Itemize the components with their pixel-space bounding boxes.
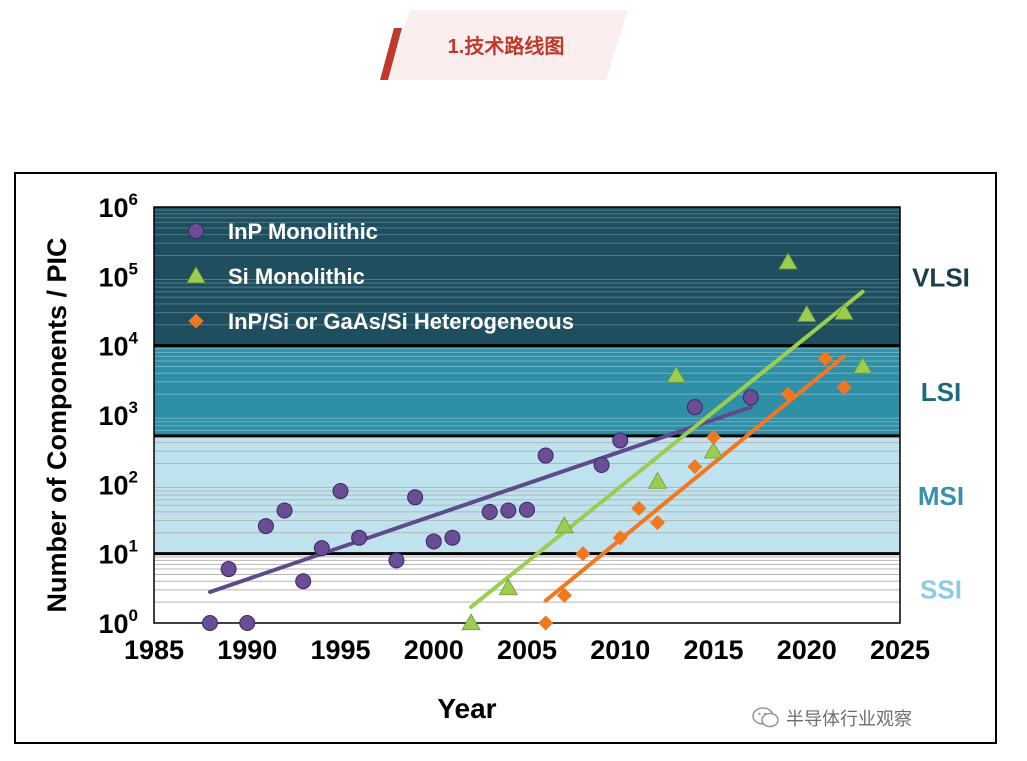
data-point: [481, 503, 498, 520]
data-point: [742, 389, 759, 406]
chart-frame: 1985 1990 1995 2000 2005 2010 2015 2020 2025 100 1…: [14, 172, 997, 744]
watermark-text: 半导体行业观察: [786, 709, 912, 730]
band-ssi: [154, 553, 900, 623]
data-point: [556, 587, 572, 603]
data-point: [612, 432, 629, 449]
y-tick-label: 102: [98, 467, 138, 500]
plot-border: [153, 206, 901, 624]
axes: 1985 1990 1995 2000 2005 2010 2015 2020 2025 100 1…: [42, 190, 930, 724]
x-tick-label: 2015: [683, 635, 743, 665]
data-point: [220, 561, 237, 578]
data-point: [778, 252, 798, 270]
y-tick-label: 106: [98, 190, 138, 223]
data-point: [706, 429, 721, 445]
x-tick-label: 2010: [590, 635, 650, 665]
data-point: [295, 573, 312, 590]
region-labels: SSI MSI LSI VLSI: [912, 262, 970, 604]
wechat-icon: [752, 707, 779, 728]
legend-marker: [188, 313, 204, 329]
data-point: [780, 386, 796, 402]
data-point: [817, 351, 833, 367]
x-tick-label: 1985: [124, 635, 184, 665]
data-point: [444, 529, 461, 546]
data-point: [313, 540, 330, 557]
y-tick-label: 100: [98, 606, 138, 639]
y-tick-label: 105: [98, 259, 138, 292]
legend-label: Si Monolithic: [228, 264, 365, 289]
y-tick-label: 104: [98, 329, 138, 362]
data-point: [257, 518, 274, 535]
region-label-msi: MSI: [918, 481, 964, 511]
y-axis-label: Number of Components / PIC: [42, 237, 72, 612]
data-point: [351, 529, 368, 546]
watermark: 半导体行业观察: [752, 703, 912, 733]
data-point: [461, 613, 481, 631]
trend-line: [207, 405, 753, 594]
x-tick-label: 2005: [497, 635, 557, 665]
y-tick-label: 101: [98, 537, 138, 570]
data-point: [239, 615, 256, 631]
data-point: [332, 483, 349, 500]
x-axis-label: Year: [437, 693, 496, 724]
data-point: [500, 502, 517, 519]
data-point: [425, 533, 442, 550]
section-header: 1.技术路线图: [0, 0, 1027, 100]
x-tick-label: 2000: [404, 635, 464, 665]
data-point: [407, 489, 424, 506]
x-tick-label: 1990: [217, 635, 277, 665]
legend-label: InP/Si or GaAs/Si Heterogeneous: [228, 309, 574, 334]
data-point: [687, 459, 703, 475]
data-point: [797, 304, 817, 322]
region-label-ssi: SSI: [920, 574, 962, 604]
legend-marker: [186, 266, 206, 284]
section-title: 1.技术路线图: [447, 36, 565, 58]
trend-lines: [207, 289, 865, 610]
data-point: [537, 447, 554, 464]
band-vlsi: [154, 207, 900, 346]
data-point: [388, 552, 405, 569]
data-point: [686, 399, 703, 416]
data-point: [519, 501, 535, 518]
data-point: [631, 500, 647, 516]
data-point: [853, 356, 873, 374]
x-tick-label: 2020: [777, 635, 837, 665]
y-tick-label: 103: [98, 398, 138, 431]
data-point: [650, 515, 666, 531]
data-point: [575, 546, 591, 562]
legend: InP Monolithic Si Monolithic InP/Si or GaA…: [186, 219, 574, 334]
data-point: [703, 441, 724, 459]
data-point: [666, 365, 686, 383]
legend-label: InP Monolithic: [228, 219, 378, 244]
x-tick-label: 2025: [870, 635, 930, 665]
trend-line: [543, 354, 847, 603]
data-point: [836, 379, 852, 395]
data-point: [834, 302, 854, 320]
data-point: [201, 615, 218, 631]
region-label-lsi: LSI: [921, 377, 961, 407]
x-tick-label: 1995: [310, 635, 370, 665]
header-slash-icon: [380, 28, 402, 80]
complexity-bands: [154, 207, 900, 623]
data-point: [647, 471, 668, 489]
data-point: [554, 516, 574, 534]
data-points: [201, 252, 873, 631]
data-point: [538, 615, 554, 631]
legend-marker: [188, 223, 204, 239]
chart: 1985 1990 1995 2000 2005 2010 2015 2020 2025 100 1…: [42, 190, 970, 724]
region-label-vlsi: VLSI: [912, 262, 970, 292]
data-point: [276, 502, 293, 519]
data-point: [612, 530, 628, 546]
trend-line: [469, 289, 865, 610]
data-point: [593, 457, 610, 474]
gridlines: [153, 206, 901, 624]
header-tab-background: [388, 10, 628, 80]
data-point: [498, 578, 519, 596]
